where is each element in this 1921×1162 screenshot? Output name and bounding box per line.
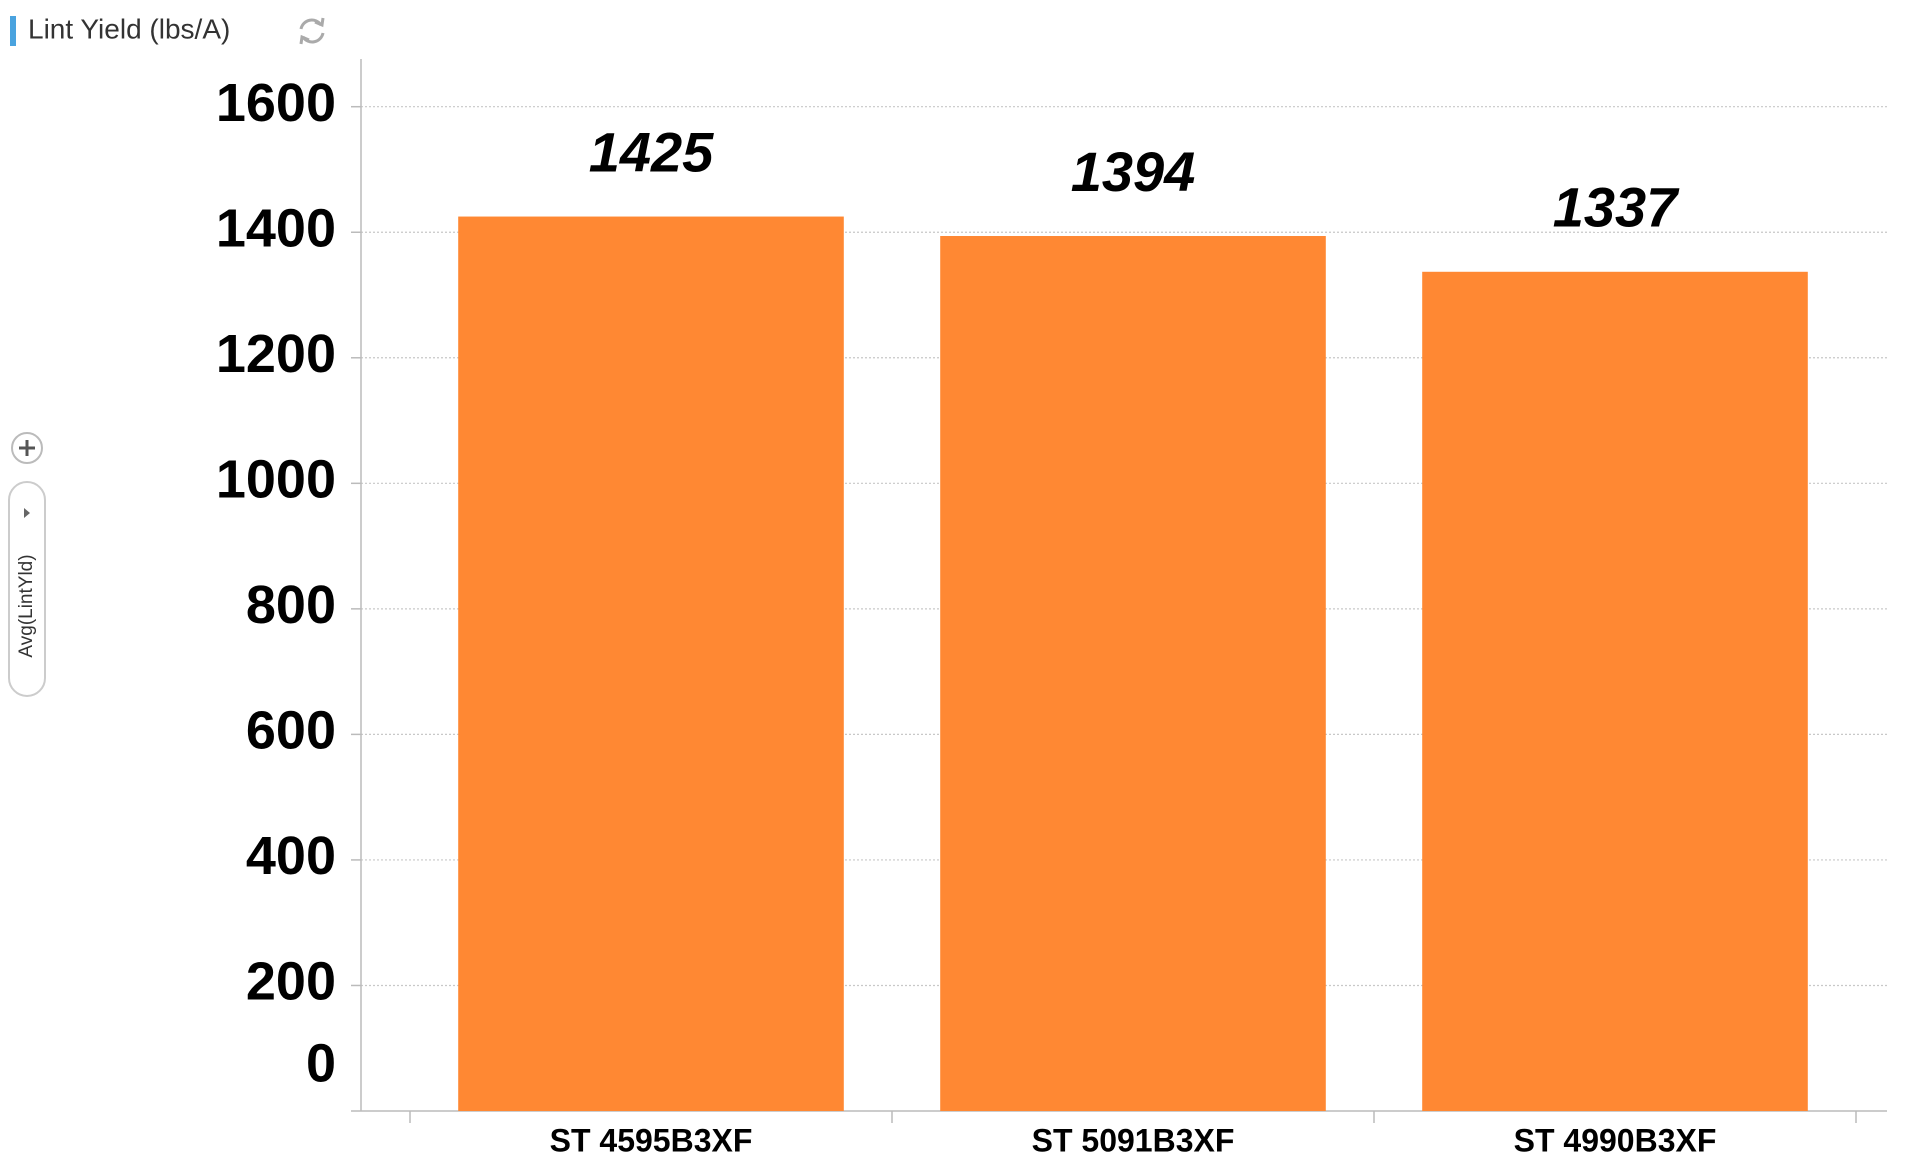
x-tick-label: ST 5091B3XF xyxy=(1032,1122,1235,1158)
x-tick-label: ST 4595B3XF xyxy=(550,1122,753,1158)
y-tick-label: 1200 xyxy=(216,324,336,384)
selector-arrow xyxy=(24,508,30,518)
axis-selector[interactable] xyxy=(8,481,46,697)
y-tick-label: 1600 xyxy=(216,73,336,133)
chart-title: Lint Yield (lbs/A) xyxy=(28,13,230,44)
bar xyxy=(458,216,844,1111)
y-tick-label: 1000 xyxy=(216,450,336,510)
y-tick-label: 0 xyxy=(306,1033,336,1093)
y-tick-label: 600 xyxy=(246,701,336,761)
value-label: 1425 xyxy=(589,120,714,183)
title-marker xyxy=(10,16,16,46)
value-label: 1394 xyxy=(1071,140,1196,203)
y-tick-label: 200 xyxy=(246,952,336,1012)
y-tick-label: 1400 xyxy=(216,199,336,259)
x-tick-label: ST 4990B3XF xyxy=(1514,1122,1717,1158)
bar xyxy=(940,236,1326,1112)
add-button[interactable] xyxy=(11,432,43,464)
value-label: 1337 xyxy=(1553,176,1680,239)
y-axis-label: Avg(LintYld) xyxy=(16,554,37,657)
y-tick-label: 800 xyxy=(246,575,336,635)
refresh-icon[interactable] xyxy=(299,17,325,45)
y-tick-label: 400 xyxy=(246,826,336,886)
bar xyxy=(1422,271,1808,1111)
